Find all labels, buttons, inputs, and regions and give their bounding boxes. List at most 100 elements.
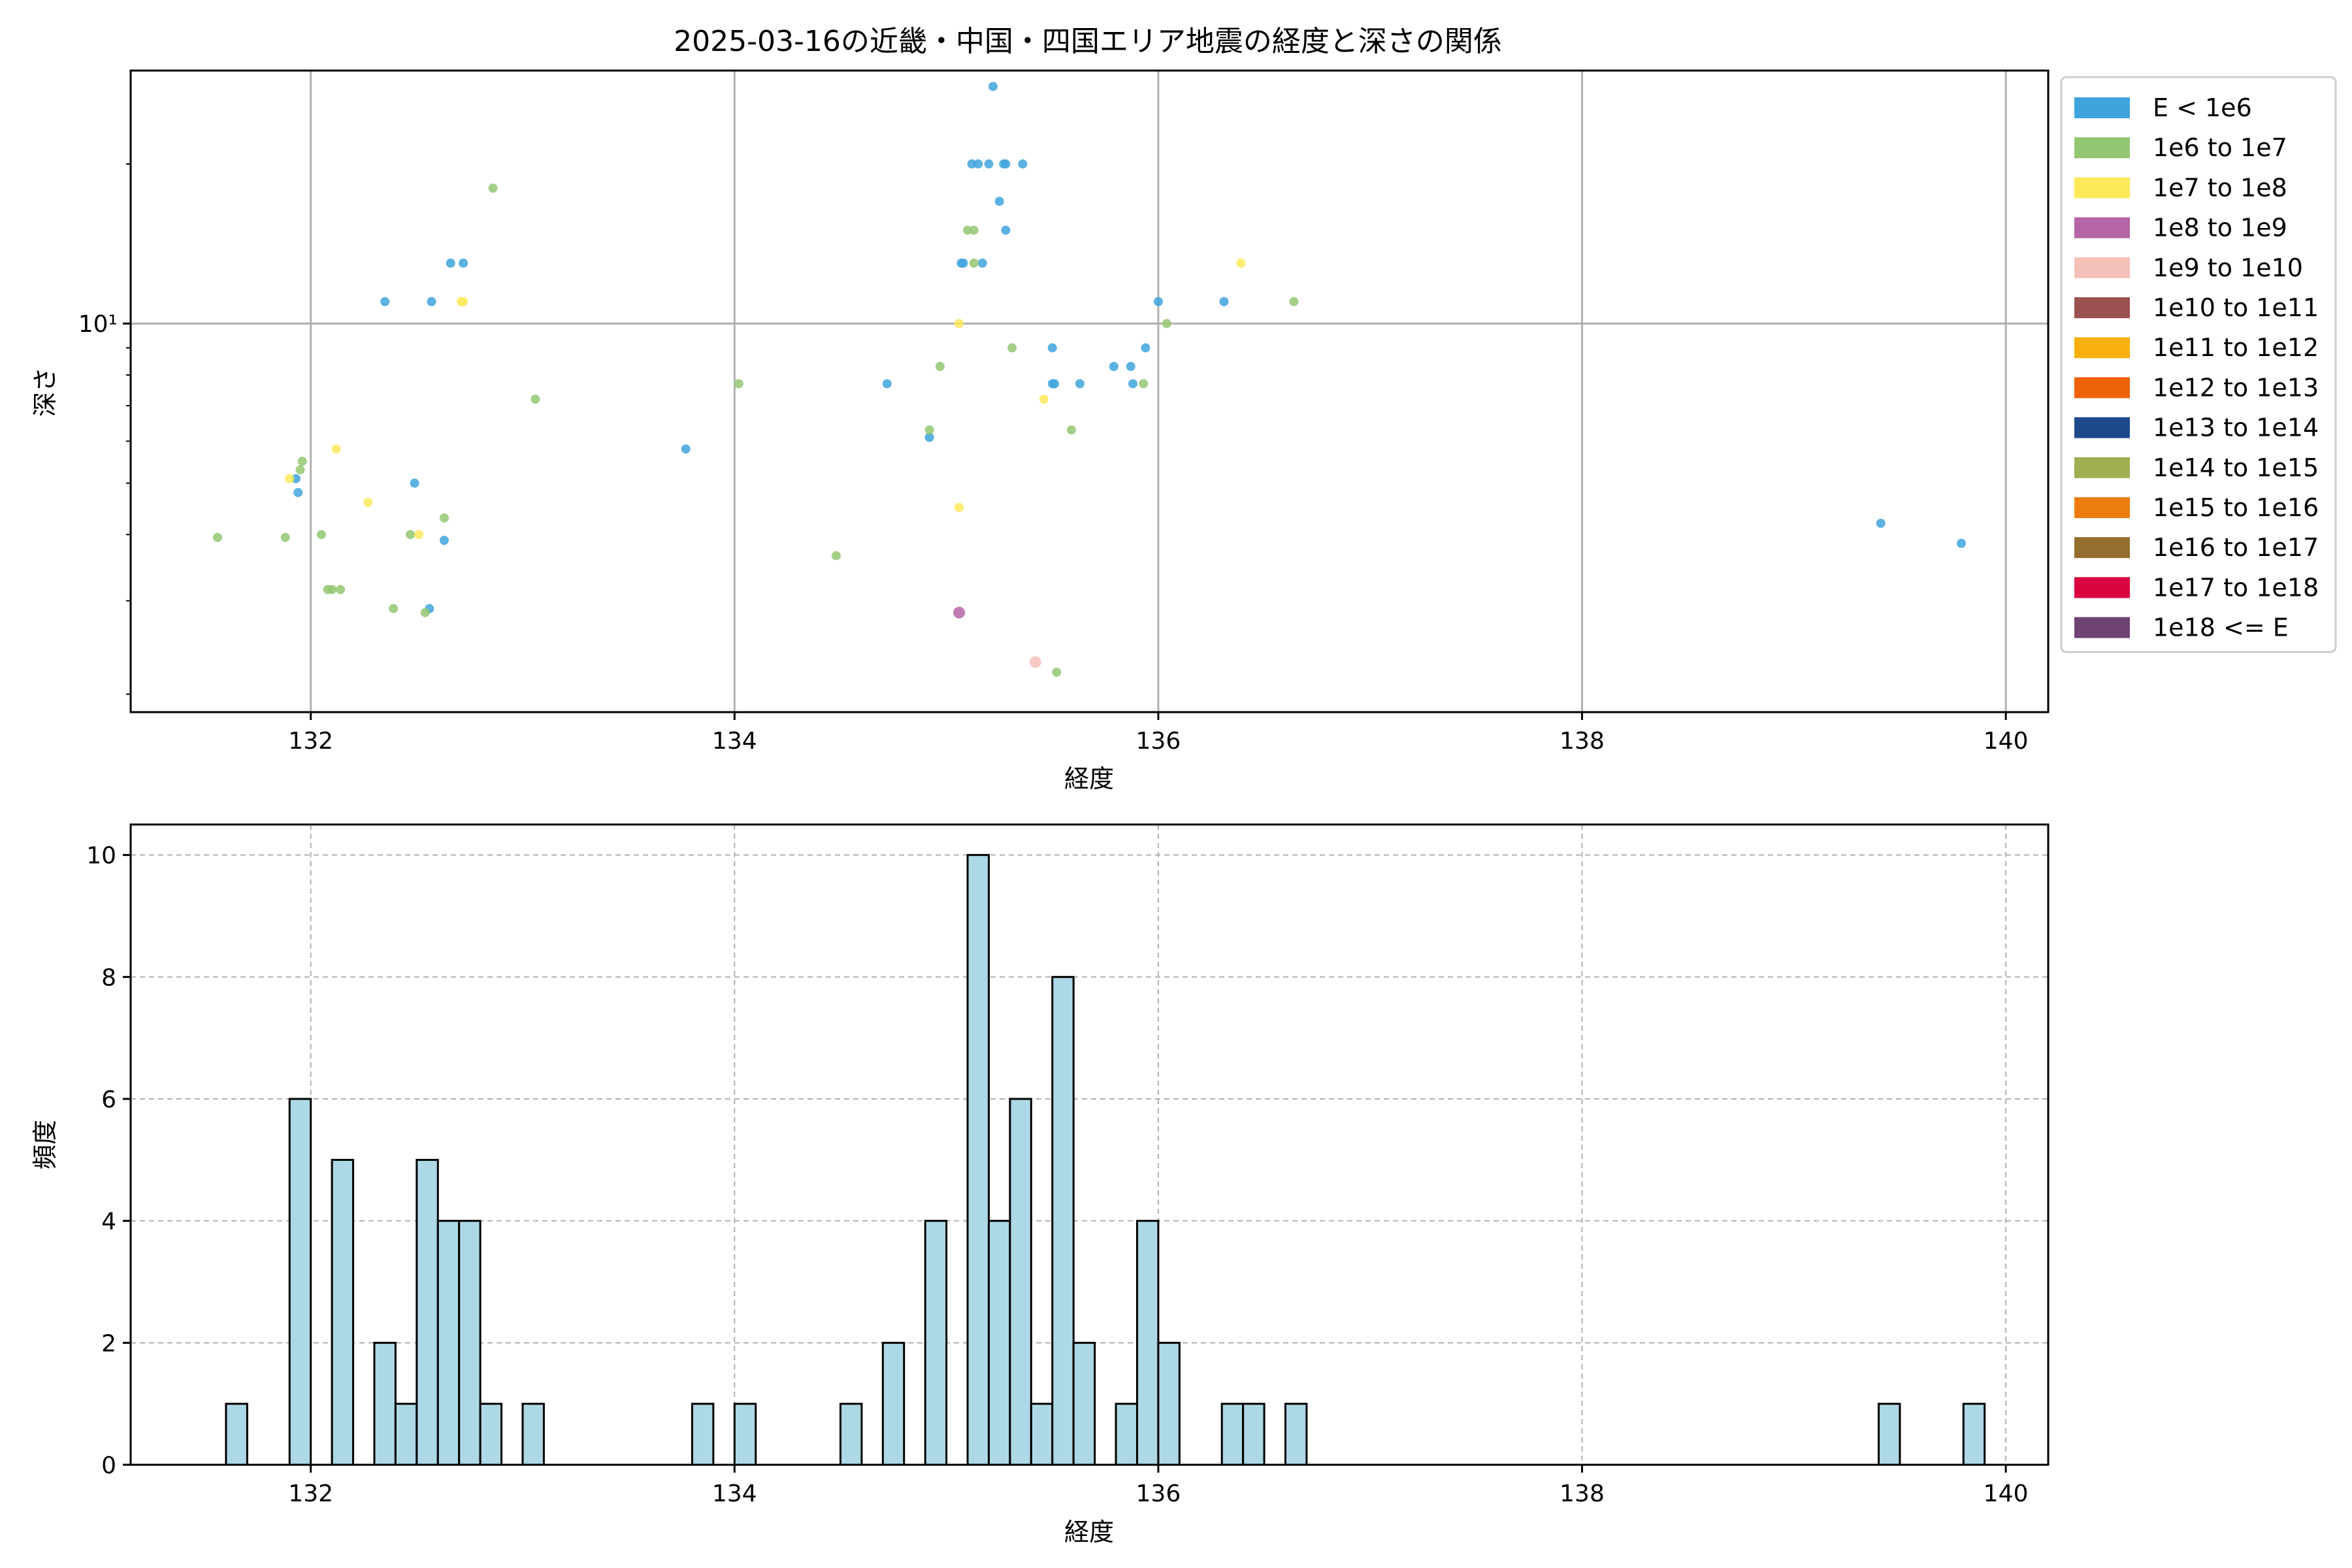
legend-swatch: [2074, 417, 2130, 438]
legend-box: [2060, 76, 2337, 653]
scatter-point: [1219, 297, 1229, 306]
scatter-point: [459, 258, 468, 268]
scatter-ytick-label: 10¹: [78, 311, 118, 338]
scatter-point: [1162, 319, 1171, 329]
legend-label: 1e16 to 1e17: [2153, 533, 2319, 562]
histogram-bar: [1135, 1220, 1160, 1466]
scatter-point: [336, 585, 346, 595]
scatter-point: [1139, 379, 1149, 389]
histogram-bar: [987, 1220, 1011, 1466]
legend-label: 1e13 to 1e14: [2153, 414, 2319, 442]
legend-swatch: [2074, 577, 2130, 598]
histogram-bar: [881, 1341, 906, 1466]
legend-swatch: [2074, 497, 2130, 518]
legend-swatch: [2074, 377, 2130, 399]
scatter-point: [1007, 343, 1017, 353]
legend-swatch: [2074, 137, 2130, 159]
scatter-point: [1047, 343, 1057, 353]
histogram-bar: [373, 1341, 397, 1466]
histogram-xtick-label: 136: [1136, 1480, 1181, 1507]
histogram-bar: [521, 1403, 545, 1466]
histogram-xtick-label: 132: [288, 1480, 333, 1507]
histogram-ytick-label: 10: [86, 843, 116, 870]
scatter-point: [955, 502, 964, 512]
scatter-point: [212, 532, 222, 542]
scatter-point: [389, 604, 399, 613]
histogram-bar: [924, 1220, 948, 1466]
scatter-point: [1075, 379, 1085, 389]
scatter-point: [958, 258, 968, 268]
scatter-ylabel: 深さ: [31, 367, 59, 417]
scatter-point: [681, 444, 691, 454]
scatter-point: [994, 197, 1004, 206]
histogram-bar: [394, 1403, 418, 1466]
scatter-point: [291, 474, 301, 483]
histogram-bar: [1878, 1403, 1901, 1466]
histogram-bar: [1962, 1403, 1986, 1466]
histogram-bar: [1157, 1341, 1181, 1466]
legend-label: 1e11 to 1e12: [2153, 333, 2319, 362]
histogram-bar: [479, 1403, 503, 1466]
histogram-frame: [129, 823, 2050, 1466]
legend-label: 1e8 to 1e9: [2153, 214, 2287, 242]
scatter-point: [1876, 519, 1886, 529]
scatter-point: [984, 159, 994, 169]
scatter-point: [280, 532, 290, 542]
scatter-panel: 2025-03-16の近畿・中国・四国エリア地震の経度と深さの関係 132 134…: [31, 25, 2050, 793]
legend-label: 1e6 to 1e7: [2153, 133, 2287, 162]
scatter-frame: [129, 69, 2050, 713]
scatter-point: [1236, 258, 1246, 268]
histogram-bar: [1009, 1098, 1032, 1466]
legend-swatch: [2074, 217, 2130, 238]
scatter-point: [459, 297, 468, 306]
scatter-point: [316, 530, 326, 540]
histogram-xtick-label: 138: [1560, 1480, 1605, 1507]
histogram-bar: [288, 1098, 312, 1466]
scatter-point: [963, 225, 973, 235]
histogram-ytick-label: 0: [101, 1452, 116, 1479]
histogram-bars: [225, 854, 1986, 1466]
histogram-bar: [458, 1220, 482, 1466]
scatter-point: [380, 297, 390, 306]
scatter-point: [439, 536, 449, 546]
scatter-point: [955, 319, 964, 329]
legend-label: 1e9 to 1e10: [2153, 253, 2303, 282]
scatter-point: [1109, 361, 1119, 371]
legend-label: 1e7 to 1e8: [2153, 173, 2287, 202]
scatter-point: [882, 379, 892, 389]
scatter-point: [924, 425, 934, 435]
legend-swatch: [2074, 177, 2130, 199]
histogram-panel: 132 134 136 138 140 0 2 4 6 8 10 経度 頻度: [31, 823, 2050, 1546]
legend-swatch: [2074, 257, 2130, 278]
scatter-xtick-label: 138: [1560, 728, 1605, 755]
scatter-point: [446, 258, 455, 268]
histogram-bar: [1051, 975, 1075, 1466]
legend-label: 1e12 to 1e13: [2153, 373, 2319, 402]
scatter-point: [285, 474, 295, 483]
scatter-point: [967, 159, 977, 169]
scatter-point: [973, 159, 983, 169]
scatter-point: [1153, 297, 1163, 306]
scatter-points: [212, 82, 1967, 677]
histogram-bar: [839, 1403, 863, 1466]
scatter-point: [1001, 159, 1011, 169]
histogram-ytick-label: 6: [101, 1086, 116, 1113]
scatter-point: [410, 478, 419, 488]
histogram-bar: [691, 1403, 715, 1466]
scatter-point: [831, 551, 841, 561]
scatter-point: [331, 444, 341, 454]
scatter-point: [1141, 343, 1151, 353]
scatter-point: [1126, 361, 1135, 371]
scatter-point: [1128, 379, 1137, 389]
histogram-xtick-label: 140: [1984, 1480, 2029, 1507]
scatter-point: [420, 608, 430, 617]
scatter-point: [924, 433, 934, 442]
histogram-bar: [436, 1220, 461, 1466]
scatter-point: [977, 258, 987, 268]
scatter-point: [1001, 225, 1011, 235]
histogram-ytick-label: 4: [101, 1209, 116, 1235]
legend-label: 1e17 to 1e18: [2153, 573, 2319, 602]
histogram-xtick-label: 134: [712, 1480, 757, 1507]
scatter-point: [363, 497, 373, 507]
histogram-xlabel: 経度: [1064, 1518, 1114, 1546]
